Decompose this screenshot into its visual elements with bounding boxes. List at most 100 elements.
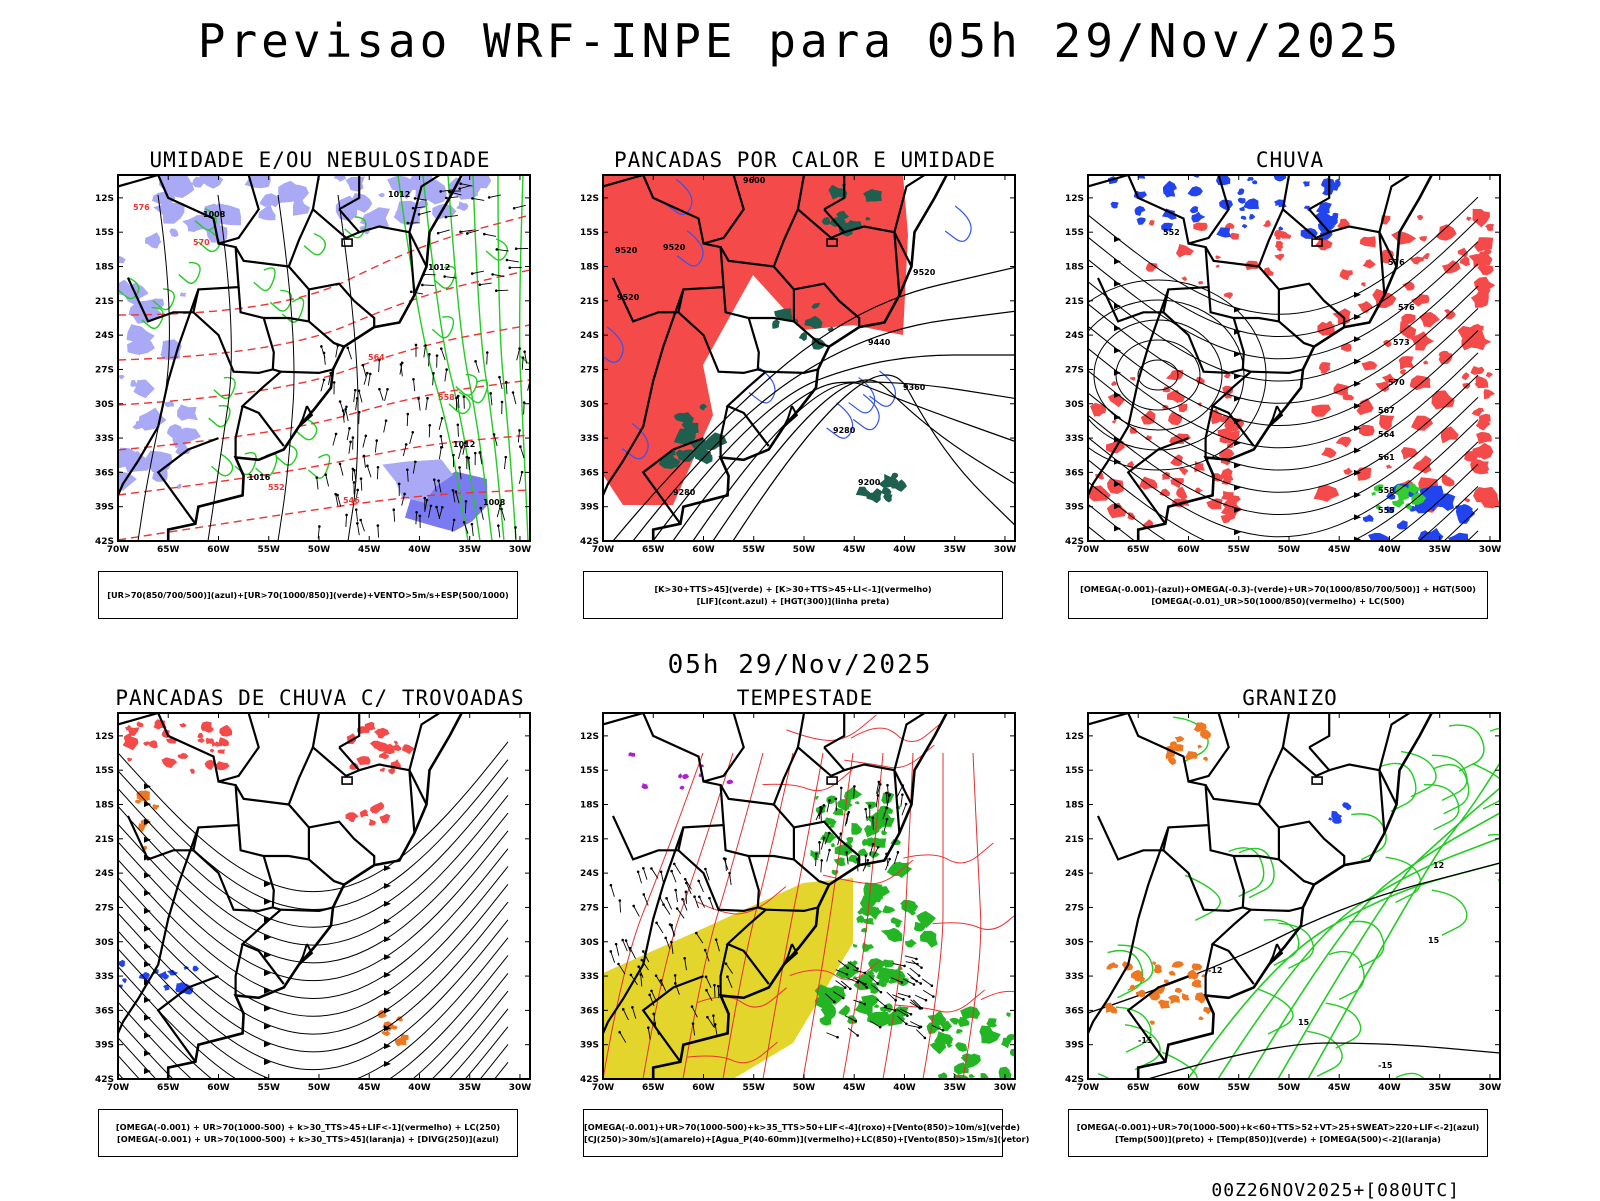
lat-label: 21S <box>95 297 114 307</box>
wind-vector-head <box>865 855 868 858</box>
legend-tempestade: [OMEGA(-0.001)+UR>70(1000-500)+k>35_TTS>… <box>583 1109 1003 1157</box>
wind-vector-head <box>888 858 891 861</box>
wind-vector-head <box>445 216 448 219</box>
wind-vector-head <box>693 895 696 898</box>
wind-vector-head <box>650 990 653 993</box>
wind-vector-head <box>698 895 701 898</box>
contour-label: 9600 <box>743 176 766 185</box>
wind-vector-head <box>901 793 904 796</box>
lon-label: 55W <box>258 545 281 555</box>
lat-label: 33S <box>95 972 114 982</box>
streamline-arrow <box>1354 559 1361 565</box>
wind-vector-head <box>377 466 380 469</box>
wind-vector-head <box>414 460 417 463</box>
wind-vector <box>407 414 408 426</box>
wind-vector-head <box>840 787 843 790</box>
wind-vector-head <box>512 391 515 394</box>
wind-vector-head <box>728 872 731 875</box>
wind-vector-head <box>353 481 356 484</box>
wind-vector-head <box>901 981 904 984</box>
lon-label: 40W <box>408 1083 431 1093</box>
lat-label: 27S <box>95 903 114 913</box>
wind-strong-area <box>863 882 883 900</box>
lon-label: 45W <box>1328 545 1351 555</box>
wind-vector-head <box>363 455 366 458</box>
legend-line-2: [OMEGA(-0.01)_UR>50(1000/850)(vermelho) … <box>1069 595 1487 607</box>
wind-vector-head <box>717 985 720 988</box>
lat-label: 30S <box>95 938 114 948</box>
wind-vector-head <box>501 401 504 404</box>
wind-vector-head <box>345 514 348 517</box>
lon-label: 70W <box>592 545 615 555</box>
wind-vector-head <box>819 806 822 809</box>
wind-vector-head <box>491 273 494 276</box>
wind-vector-head <box>466 456 469 459</box>
wind-vector-head <box>833 1000 836 1003</box>
lat-label: 12S <box>580 194 599 204</box>
lon-label: 65W <box>642 1083 665 1093</box>
wind-vector-head <box>515 247 518 250</box>
lat-label: 39S <box>580 503 599 513</box>
wind-vector <box>429 425 430 437</box>
wind-vector <box>718 986 719 998</box>
lon-label: 65W <box>157 545 180 555</box>
main-title: Previsao WRF-INPE para 05h 29/Nov/2025 <box>0 14 1600 68</box>
lon-label: 35W <box>943 545 966 555</box>
lat-label: 18S <box>1065 801 1084 811</box>
lat-label: 12S <box>1065 732 1084 742</box>
lat-label: 36S <box>1065 468 1084 478</box>
contour-label: 558 <box>438 393 455 402</box>
wind-vector-head <box>823 804 826 807</box>
wind-vector-head <box>828 849 831 852</box>
wind-vector-head <box>432 372 435 375</box>
wind-vector-head <box>683 957 686 960</box>
wind-vector-head <box>886 818 889 821</box>
wind-vector-head <box>457 395 460 398</box>
lon-label: 55W <box>743 1083 766 1093</box>
wind-vector-head <box>415 344 418 347</box>
contour-label: 546 <box>343 496 360 505</box>
wind-vector-head <box>920 966 923 969</box>
wind-vector-head <box>440 435 443 438</box>
lon-label: 60W <box>207 1083 230 1093</box>
wind-vector-head <box>424 344 427 347</box>
wind-vector-head <box>437 232 440 235</box>
wind-vector-head <box>521 471 524 474</box>
wind-vector-head <box>815 853 818 856</box>
wind-vector-head <box>453 519 456 522</box>
lon-label: 50W <box>1278 545 1301 555</box>
map-umidade: 1008101210121012101610085765705645585525… <box>80 172 560 572</box>
wind-vector-head <box>495 289 498 292</box>
wind-vector-head <box>932 995 935 998</box>
wind-vector-head <box>908 995 911 998</box>
lon-label: 30W <box>994 545 1017 555</box>
lat-label: 27S <box>1065 365 1084 375</box>
lon-label: 35W <box>458 1083 481 1093</box>
wind-vector-head <box>630 974 633 977</box>
wind-vector-head <box>457 423 460 426</box>
wind-vector-head <box>320 345 323 348</box>
wind-vector-head <box>610 884 613 887</box>
wind-vector-head <box>670 941 673 944</box>
wind-vector-head <box>888 794 891 797</box>
wind-vector-head <box>655 974 658 977</box>
lon-label: 35W <box>943 1083 966 1093</box>
wind-vector-head <box>725 962 728 965</box>
wind-vector-head <box>407 413 410 416</box>
wind-vector-head <box>441 417 444 420</box>
wind-vector-head <box>846 973 849 976</box>
legend-line-1: [K>30+TTS>45](verde) + [K>30+TTS>45+LI<-… <box>584 583 1002 595</box>
wind-vector-head <box>705 989 708 992</box>
wind-vector-head <box>849 987 852 990</box>
wind-vector-head <box>423 497 426 500</box>
wind-vector-head <box>642 867 645 870</box>
lon-label: 45W <box>358 1083 381 1093</box>
lon-label: 65W <box>1127 545 1150 555</box>
lat-label: 30S <box>1065 938 1084 948</box>
contour-label: 1012 <box>453 440 475 449</box>
wind-vector-head <box>359 519 362 522</box>
panel-title: PANCADAS POR CALOR E UMIDADE <box>565 148 1045 172</box>
lon-label: 70W <box>1077 545 1100 555</box>
